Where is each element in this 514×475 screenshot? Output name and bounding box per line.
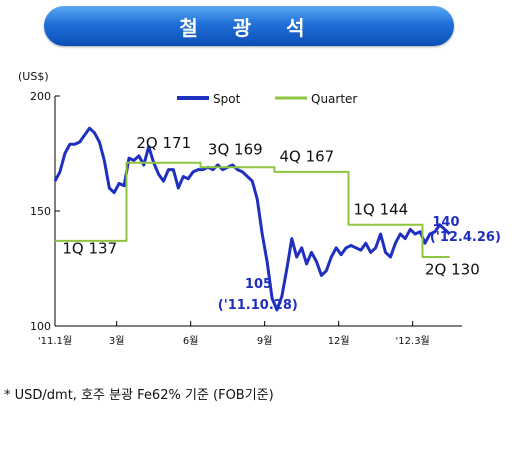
banner-title: 철 광 석	[179, 16, 319, 40]
x-tick-label: '12.3월	[396, 335, 430, 347]
title-banner: 철 광 석	[44, 6, 454, 46]
chart-annotation: ('11.10.28)	[218, 298, 298, 313]
chart-annotation: 2Q 171	[136, 134, 191, 152]
chart-annotation: 2Q 130	[425, 260, 480, 278]
y-unit-label: (US$)	[18, 70, 49, 83]
x-tick-label: 3월	[109, 335, 125, 347]
price-chart: (US$) 100 150 200 '11.1월 3월 6월 9월 12월 '12.3월 Spot Q…	[18, 70, 501, 347]
chart-annotation: 105	[245, 277, 272, 292]
chart-annotation: 1Q 144	[353, 200, 408, 218]
legend-label-spot: Spot	[213, 92, 241, 106]
y-tick-label: 100	[30, 320, 51, 333]
x-tick-label: 6월	[183, 335, 199, 347]
series-line-quarter	[55, 161, 450, 258]
y-tick-label: 150	[30, 205, 51, 218]
x-tick-label: 12월	[328, 335, 350, 347]
footnote: * USD/dmt, 호주 분광 Fe62% 기준 (FOB기준)	[4, 388, 274, 403]
chart-annotation: 4Q 167	[279, 148, 334, 166]
legend-label-quarter: Quarter	[311, 92, 357, 106]
chart-annotation: ('12.4.26)	[430, 230, 501, 245]
x-tick-label: '11.1월	[38, 335, 72, 347]
chart-annotation: 1Q 137	[62, 240, 117, 258]
chart-annotation: 3Q 169	[208, 141, 263, 159]
chart-annotation: 140	[432, 215, 459, 230]
y-tick-label: 200	[30, 90, 51, 103]
series-line-spot	[53, 126, 451, 312]
x-tick-label: 9월	[257, 335, 273, 347]
